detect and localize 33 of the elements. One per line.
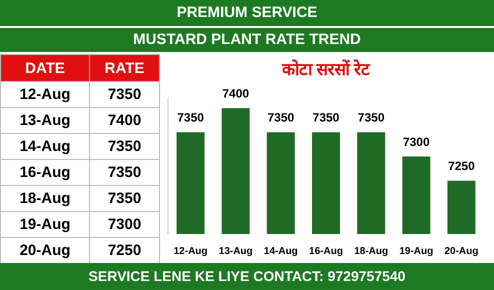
x-tick-label: 12-Aug (174, 246, 208, 257)
text: 7350 (108, 86, 142, 103)
text: SERVICE LENE KE LIYE CONTACT: 9729757540 (0, 263, 494, 290)
x-tick-label: 20-Aug (444, 246, 478, 257)
data-label: 7350 (312, 110, 340, 125)
text: MUSTARD PLANT RATE TREND (0, 28, 494, 52)
data-label: 7300 (402, 134, 430, 149)
data-label: 7400 (222, 86, 250, 100)
category-label: 18-Aug (20, 190, 70, 207)
x-tick-label: 16-Aug (309, 246, 343, 257)
category-label: 14-Aug (20, 138, 70, 155)
category-label: 13-Aug (20, 112, 70, 129)
data-label: 7350 (177, 110, 204, 125)
category-label: 16-Aug (20, 164, 70, 181)
text: 7350 (108, 164, 142, 181)
category-label: 12-Aug (20, 86, 70, 103)
text: 7250 (108, 242, 142, 259)
text: 7400 (108, 112, 142, 129)
text: 7350 (108, 190, 142, 207)
x-tick-label: 14-Aug (264, 246, 298, 257)
x-tick-label: 19-Aug (399, 246, 434, 257)
category-label: 19-Aug (20, 216, 70, 233)
text: 7350 (108, 138, 142, 155)
text: DATE (0, 54, 90, 82)
text: RATE (90, 54, 160, 82)
x-tick-label: 18-Aug (354, 246, 388, 257)
text: 7300 (108, 216, 142, 233)
data-label: 7350 (268, 110, 295, 125)
x-tick-label: 13-Aug (218, 246, 253, 257)
data-label: 7250 (448, 159, 476, 174)
data-label: 7350 (358, 110, 385, 125)
chart-title: कोटा सरसों रेट (280, 58, 372, 79)
text: PREMIUM SERVICE (0, 0, 494, 26)
